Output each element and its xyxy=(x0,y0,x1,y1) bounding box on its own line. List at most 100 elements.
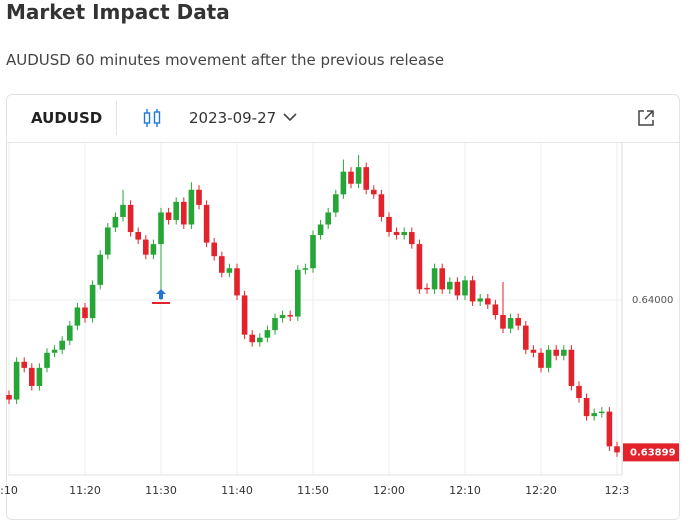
release-arrow xyxy=(156,288,166,299)
candle-body xyxy=(439,268,445,290)
candle-body xyxy=(492,304,499,316)
separator xyxy=(116,101,117,135)
candle-body xyxy=(21,361,27,368)
candle-body xyxy=(393,232,400,236)
candle-body xyxy=(241,295,248,335)
widget-card xyxy=(6,94,680,520)
candle-body xyxy=(295,269,301,317)
candle-body xyxy=(97,254,103,285)
candle-body xyxy=(371,189,377,195)
x-tick-label: 11:20 xyxy=(69,484,101,497)
candle-body xyxy=(6,395,12,400)
candle-body xyxy=(120,204,126,217)
candle-body xyxy=(105,227,111,255)
candle-body xyxy=(158,212,164,245)
candle-body xyxy=(219,256,225,273)
candle-body xyxy=(165,212,172,220)
candle-body xyxy=(523,325,529,350)
candle-body xyxy=(424,287,430,290)
candle-body xyxy=(211,242,217,257)
candle-body xyxy=(538,352,544,368)
candle-body xyxy=(302,268,309,270)
candle-body xyxy=(203,204,210,243)
candle-body xyxy=(355,167,362,184)
dropdown-chevron[interactable] xyxy=(282,111,298,123)
candle-body xyxy=(553,349,559,356)
candle-body xyxy=(340,171,347,195)
candle-body xyxy=(51,349,58,353)
candle-body xyxy=(112,216,119,228)
page-title: Market Impact Data xyxy=(6,0,230,24)
x-tick-label: 11:50 xyxy=(297,484,329,497)
last-price-label: 0.63899 xyxy=(630,447,676,458)
candle-body xyxy=(454,281,461,296)
candle-body xyxy=(226,268,233,273)
candle-body xyxy=(378,194,385,217)
candle-body xyxy=(135,232,141,240)
x-tick-label: 12:20 xyxy=(525,484,557,497)
page-subtitle: AUDUSD 60 minutes movement after the pre… xyxy=(6,51,445,69)
candle-body xyxy=(469,280,476,302)
candle-body xyxy=(599,411,605,414)
candle-body xyxy=(515,318,521,326)
candle-body xyxy=(196,189,202,205)
candle-body xyxy=(561,349,567,356)
candle-body xyxy=(401,232,407,236)
candle-body xyxy=(249,334,255,343)
candle-body xyxy=(507,318,514,329)
header-divider xyxy=(7,142,679,143)
candle-body xyxy=(279,315,286,319)
open-external[interactable] xyxy=(636,108,656,128)
candle-type-button[interactable] xyxy=(142,108,162,128)
candle-body xyxy=(82,307,88,319)
candle-body xyxy=(606,411,613,447)
candle-body xyxy=(591,413,597,417)
candle-body xyxy=(317,224,324,236)
x-tick-label: 12:00 xyxy=(373,484,405,497)
candle-body xyxy=(188,189,195,225)
candle-body xyxy=(29,367,35,386)
candle-body xyxy=(614,446,620,453)
candle-body xyxy=(545,349,552,368)
candle-body xyxy=(257,337,263,343)
candle-body xyxy=(310,235,316,269)
candle-body xyxy=(530,349,537,353)
candle-body xyxy=(272,318,278,331)
candle-body xyxy=(13,361,20,400)
candle-body xyxy=(127,204,134,233)
candle-body xyxy=(234,268,240,296)
candle-body xyxy=(143,239,149,255)
candle-body xyxy=(67,325,73,341)
candle-body xyxy=(44,352,50,368)
candle-body xyxy=(89,284,96,319)
candle-body xyxy=(333,194,339,213)
x-tick-label: 12:3 xyxy=(605,484,630,497)
x-tick-label: 11:30 xyxy=(145,484,177,497)
candle-body xyxy=(416,244,423,290)
candle-body xyxy=(409,232,415,245)
candle-body xyxy=(287,315,293,317)
x-tick-label: 11:40 xyxy=(221,484,253,497)
candle-body xyxy=(485,298,491,305)
candle-body xyxy=(500,315,506,329)
x-tick-label: 12:10 xyxy=(449,484,481,497)
candle-body xyxy=(568,349,575,386)
last-price-tag xyxy=(623,443,679,462)
candle-body xyxy=(386,216,392,233)
candle-body xyxy=(462,280,468,296)
candle-body xyxy=(59,340,65,350)
candle-body xyxy=(348,171,354,184)
candle-body xyxy=(447,281,453,290)
candle-body xyxy=(583,398,590,417)
x-tick-label: :10 xyxy=(0,484,18,497)
candle-body xyxy=(74,307,81,326)
candle-body xyxy=(173,201,179,220)
candle-body xyxy=(363,167,369,190)
candle-body xyxy=(477,298,483,302)
candle-body xyxy=(36,367,43,386)
candle-body xyxy=(431,268,438,290)
date-selector[interactable]: 2023-09-27 xyxy=(189,109,277,127)
candle-body xyxy=(181,201,187,225)
